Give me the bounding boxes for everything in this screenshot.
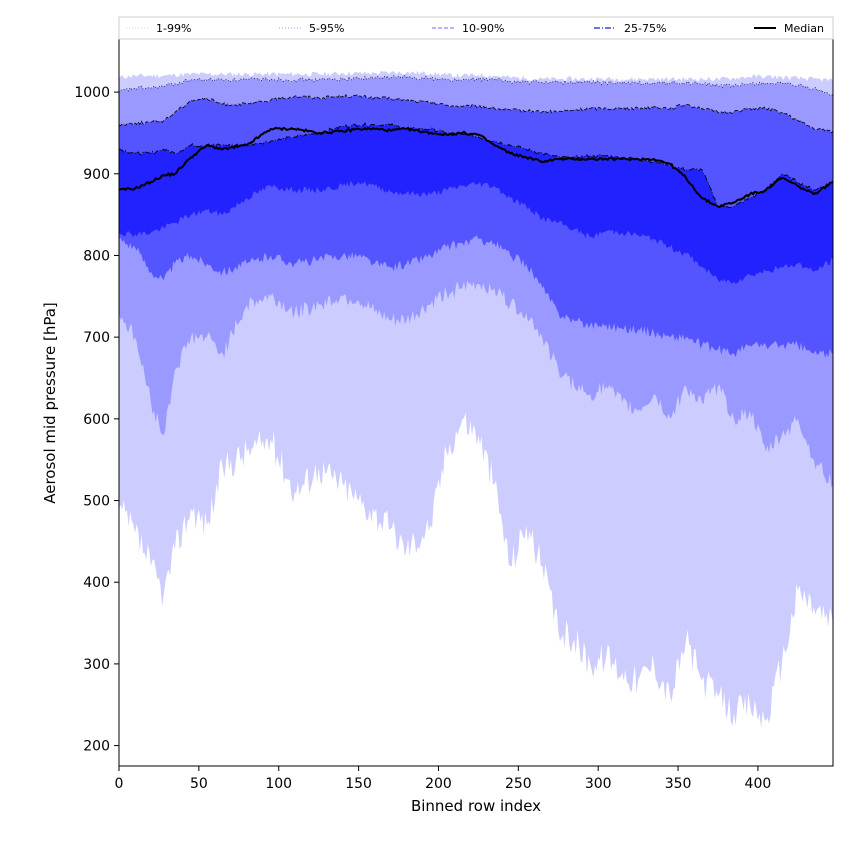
band-25-75% bbox=[119, 123, 833, 284]
legend-label-5-95%: 5-95% bbox=[309, 22, 344, 35]
y-tick-label: 700 bbox=[83, 330, 110, 346]
x-tick-label: 250 bbox=[505, 776, 532, 792]
x-tick-label: 150 bbox=[345, 776, 372, 792]
band-upper-line-25-75% bbox=[118, 122, 834, 209]
y-tick-label: 1000 bbox=[74, 85, 110, 101]
y-tick-label: 300 bbox=[83, 657, 110, 673]
y-tick-label: 600 bbox=[83, 412, 110, 428]
y-tick-label: 400 bbox=[83, 575, 110, 591]
legend-label-10-90%: 10-90% bbox=[462, 22, 504, 35]
band-upper-line-10-90% bbox=[118, 94, 834, 134]
x-tick-label: 200 bbox=[425, 776, 452, 792]
legend-label-25-75%: 25-75% bbox=[624, 22, 666, 35]
x-axis-ticks: 0 50 100 150 200 250 300 350 400 bbox=[115, 766, 772, 792]
legend-label-Median: Median bbox=[784, 22, 824, 35]
x-tick-label: 400 bbox=[745, 776, 772, 792]
y-tick-label: 800 bbox=[83, 248, 110, 264]
x-tick-label: 0 bbox=[115, 776, 124, 792]
x-tick-label: 100 bbox=[265, 776, 292, 792]
x-tick-label: 300 bbox=[585, 776, 612, 792]
y-tick-label: 200 bbox=[83, 739, 110, 755]
y-tick-label: 500 bbox=[83, 494, 110, 510]
median-line bbox=[118, 126, 834, 209]
legend: 1-99% 5-95% 10-90% 25-75% Median bbox=[118, 16, 834, 40]
legend-box bbox=[118, 16, 834, 40]
x-tick-label: 350 bbox=[665, 776, 692, 792]
band-upper-line-5-95% bbox=[118, 75, 834, 96]
x-tick-label: 50 bbox=[190, 776, 208, 792]
x-axis-label: Binned row index bbox=[411, 797, 541, 815]
y-axis-label: Aerosol mid pressure [hPa] bbox=[41, 302, 59, 504]
y-axis-ticks: 200 300 400 500 600 700 800 900 1000 bbox=[74, 85, 119, 755]
band-boundary-lines bbox=[118, 75, 834, 209]
y-tick-label: 900 bbox=[83, 167, 110, 183]
percentile-bands bbox=[119, 70, 833, 729]
legend-label-1-99%: 1-99% bbox=[156, 22, 191, 35]
